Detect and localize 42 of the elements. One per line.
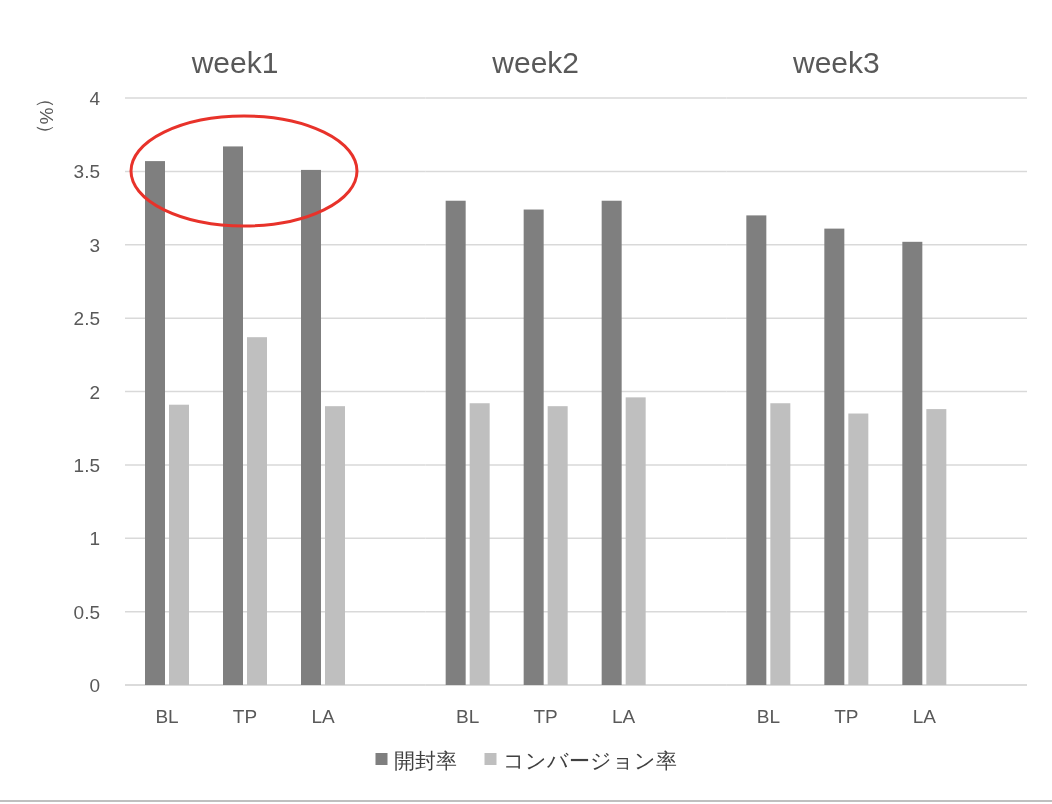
bar bbox=[523, 209, 544, 685]
y-tick-label: 2 bbox=[89, 381, 100, 403]
bar bbox=[145, 161, 165, 685]
y-tick-label: 1.5 bbox=[73, 454, 100, 476]
bar bbox=[445, 200, 466, 685]
x-tick-label: LA bbox=[612, 706, 636, 727]
y-axis-title: （%） bbox=[36, 88, 57, 144]
x-tick-label: BL bbox=[756, 706, 780, 727]
x-tick-label: TP bbox=[232, 706, 258, 727]
y-tick-label: 4 bbox=[89, 88, 101, 109]
y-tick-label: 1 bbox=[89, 528, 100, 550]
x-tick-label: TP bbox=[834, 706, 859, 727]
legend-label: 開封率 bbox=[393, 749, 457, 772]
bar bbox=[848, 413, 869, 685]
y-tick-label: 0 bbox=[89, 675, 100, 696]
chart-title: week1 bbox=[190, 46, 279, 79]
x-tick-label: TP bbox=[533, 706, 558, 727]
bar bbox=[547, 406, 568, 685]
bar bbox=[325, 406, 345, 685]
bar bbox=[223, 146, 243, 685]
y-tick-label: 0.5 bbox=[73, 601, 100, 623]
bar bbox=[746, 215, 767, 685]
x-tick-label: LA bbox=[311, 706, 335, 727]
bar bbox=[625, 397, 646, 685]
bar bbox=[169, 404, 189, 685]
y-tick-label: 3.5 bbox=[73, 161, 100, 183]
y-tick-label: 2.5 bbox=[73, 308, 100, 330]
x-tick-label: LA bbox=[912, 706, 937, 727]
x-tick-label: BL bbox=[456, 706, 480, 727]
bar bbox=[247, 337, 267, 685]
bar bbox=[926, 409, 947, 685]
bar bbox=[824, 228, 845, 685]
bar bbox=[770, 403, 791, 685]
bar bbox=[469, 403, 490, 685]
chart-title: week2 bbox=[491, 46, 580, 79]
chart-title: week3 bbox=[791, 46, 880, 79]
bar bbox=[601, 200, 622, 685]
bar bbox=[301, 169, 321, 685]
legend-label: コンバージョン率 bbox=[502, 749, 677, 772]
y-tick-label: 3 bbox=[89, 234, 100, 256]
x-tick-label: BL bbox=[155, 706, 179, 727]
bar bbox=[902, 241, 923, 685]
